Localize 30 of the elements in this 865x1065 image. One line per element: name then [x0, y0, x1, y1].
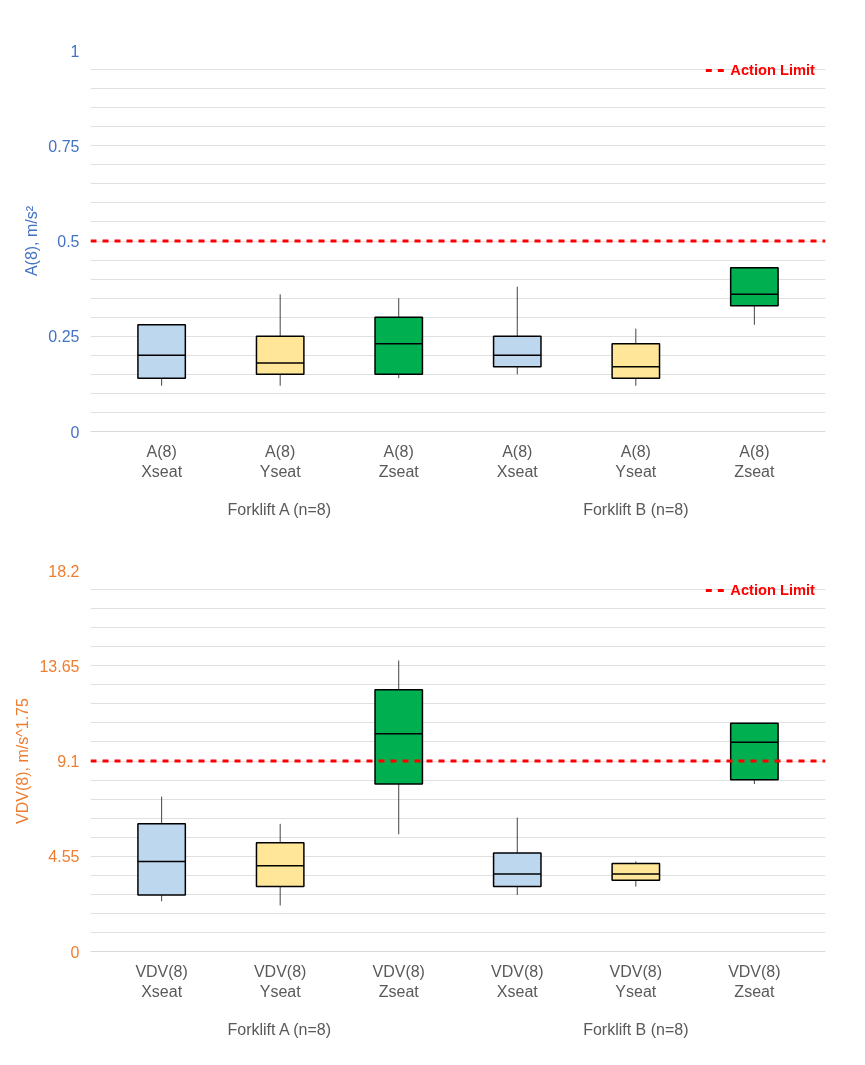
x-tick-label: VDV(8) Xseat — [135, 962, 188, 1000]
x-tick-label: VDV(8) Yseat — [609, 962, 663, 1000]
x-tick-label: VDV(8) Yseat — [253, 962, 307, 1000]
x-tick-label: VDV(8) Xseat — [491, 962, 544, 1000]
y-tick-label: 0 — [70, 943, 80, 961]
x-tick-label: A(8) Zseat — [378, 442, 420, 480]
legend-label: Action Limit — [730, 582, 815, 598]
legend-label: Action Limit — [730, 62, 815, 78]
y-tick-label: 13.65 — [39, 657, 80, 675]
x-tick-label: A(8) Zseat — [734, 442, 775, 480]
y-tick-label: 9.1 — [57, 753, 80, 770]
y-tick-label: 0.25 — [48, 328, 80, 346]
y-tick-label: 18.2 — [48, 562, 80, 580]
y-tick-label: 0.5 — [57, 233, 80, 250]
text: Forklift B (n=8) — [583, 1020, 689, 1038]
x-tick-label: VDV(8) Zseat — [728, 962, 781, 1000]
x-tick-label: A(8) Xseat — [496, 442, 539, 480]
text: Forklift B (n=8) — [583, 500, 689, 518]
x-tick-label: A(8) Xseat — [141, 442, 183, 480]
x-tick-label: VDV(8) Zseat — [372, 962, 425, 1000]
text: Forklift A (n=8) — [227, 500, 332, 518]
y-tick-label: 4.55 — [48, 848, 80, 866]
x-tick-label: A(8) Yseat — [615, 442, 657, 480]
text: Forklift A (n=8) — [227, 1020, 332, 1038]
y-tick-label: 0 — [70, 423, 80, 441]
y-axis-title: A(8), m/s² — [23, 205, 41, 277]
x-tick-label: A(8) Yseat — [259, 442, 302, 480]
y-tick-label: 0.75 — [48, 137, 80, 155]
y-axis-title: VDV(8), m/s^1.75 — [14, 698, 32, 824]
y-tick-label: 1 — [70, 42, 80, 60]
